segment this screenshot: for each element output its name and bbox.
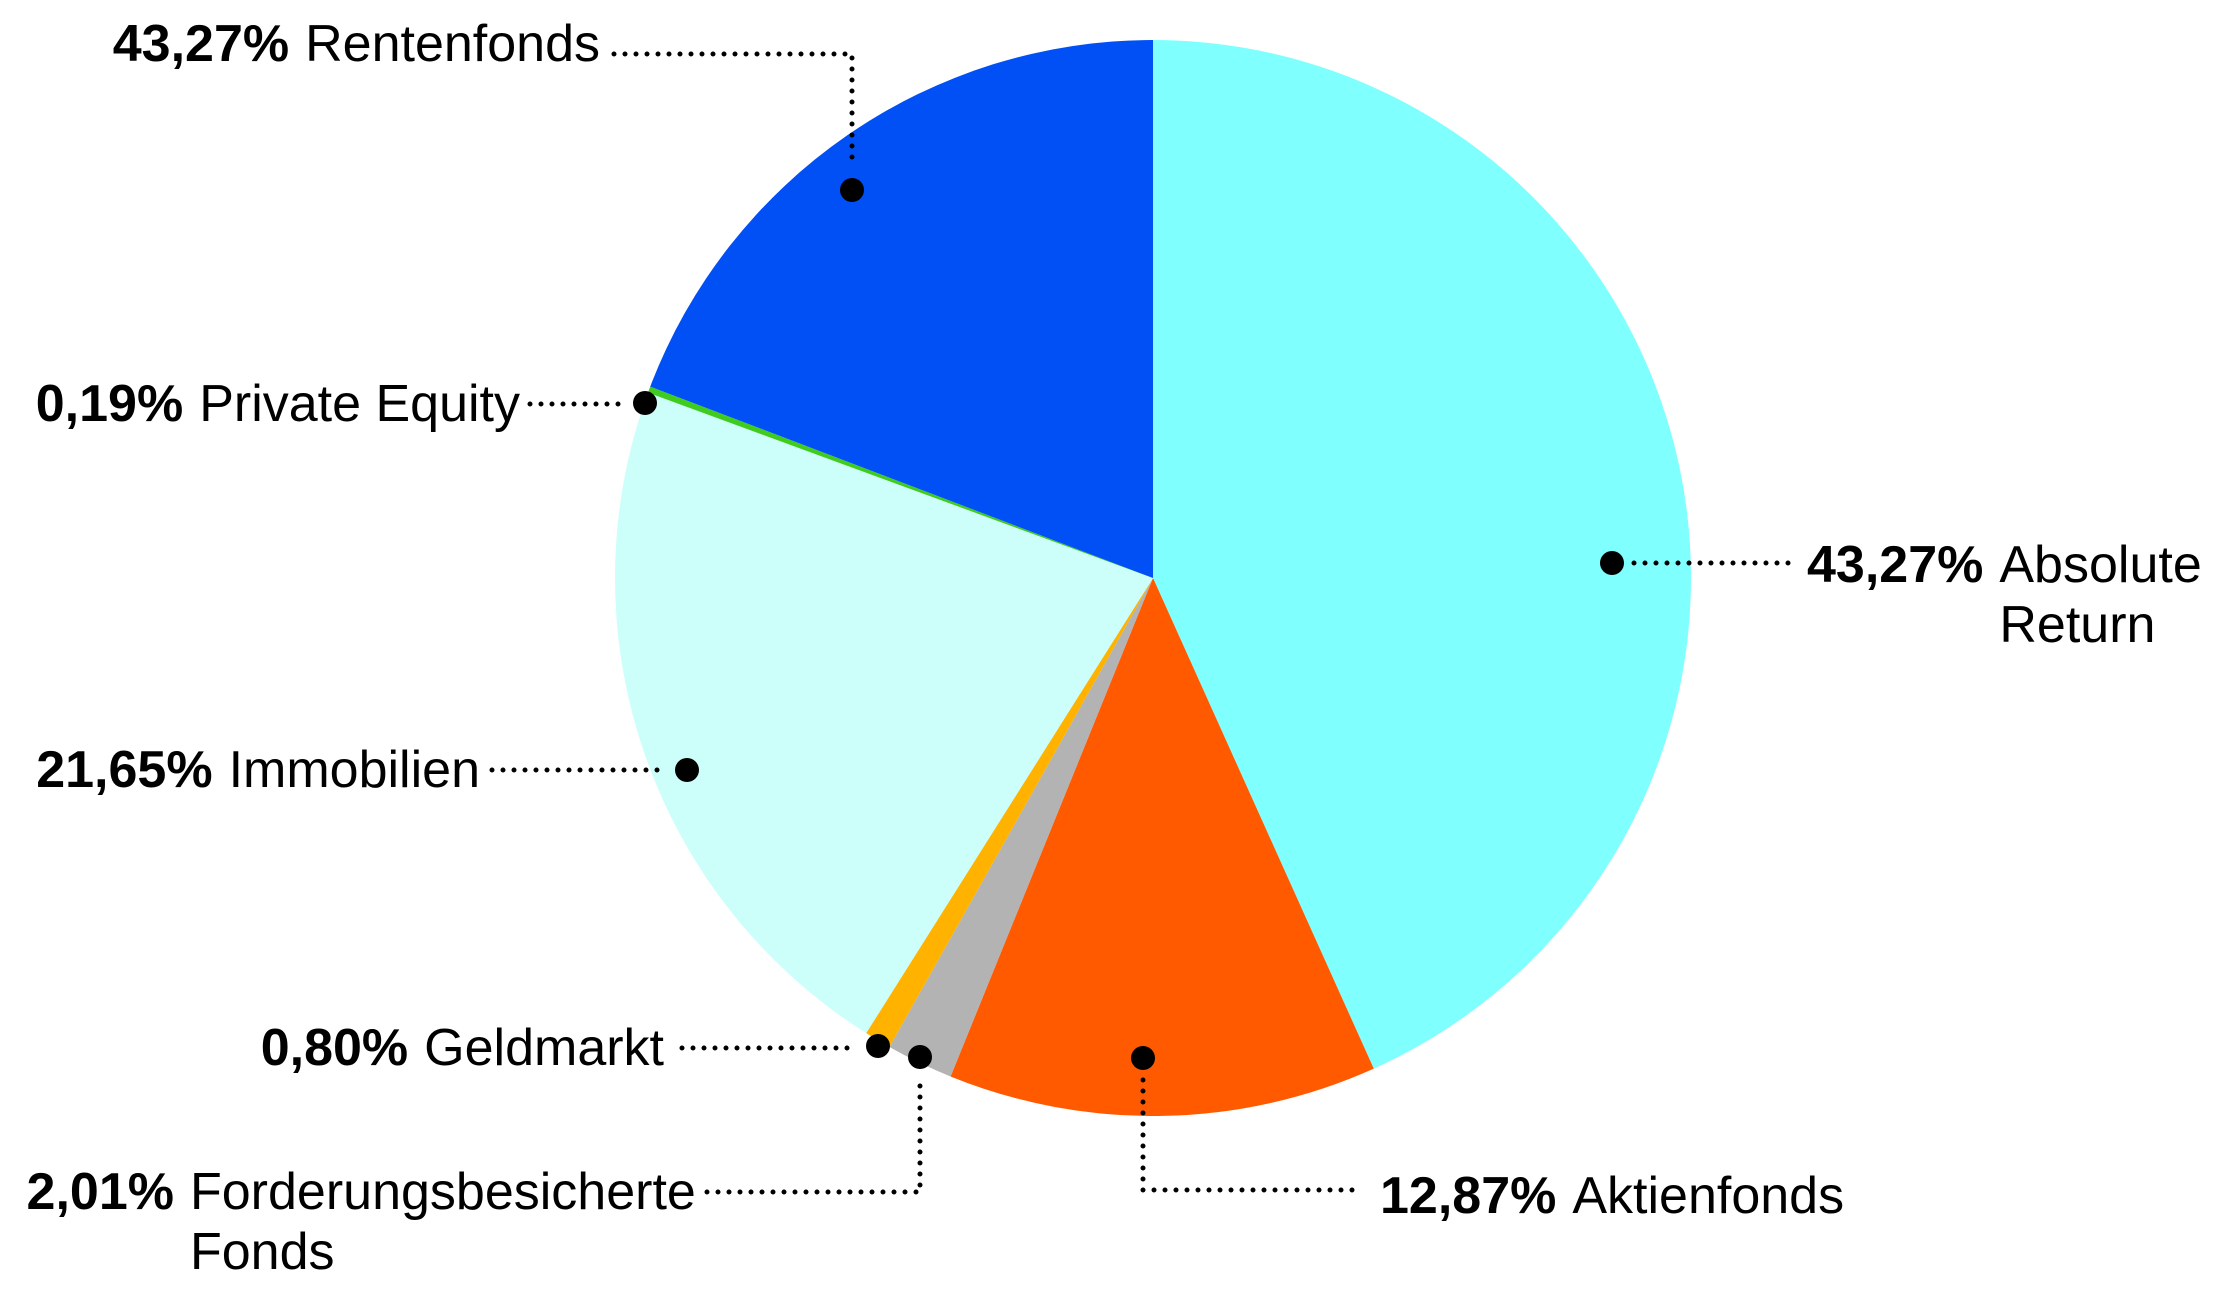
- slice-name-label: Private Equity: [199, 375, 520, 433]
- slice-name-label: Forderungsbesicherte Fonds: [190, 1163, 696, 1281]
- immobilien-marker-dot: [675, 758, 699, 782]
- slice-percent-value: 43,27%: [1807, 536, 1984, 594]
- slice-name-label: Immobilien: [228, 741, 480, 799]
- absolute-return-callout: 43,27% Absolute Return: [1807, 535, 2213, 655]
- slice-percent-value: 0,80%: [260, 1019, 409, 1077]
- slice-percent-value: 43,27%: [112, 15, 290, 73]
- immobilien-slice: [614, 392, 1153, 1034]
- slice-percent-value: 0,19%: [35, 375, 184, 433]
- slice-percent-value: 12,87%: [1380, 1167, 1557, 1225]
- rentenfonds-callout: 43,27% Rentenfonds: [113, 14, 600, 74]
- aktienfonds-marker-dot: [1131, 1046, 1155, 1070]
- forderungsbesicherte-fonds-leader-line: [704, 1076, 923, 1195]
- forderungsbesicherte-fonds-callout: 2,01% Forderungsbesicherte Fonds: [26, 1162, 696, 1282]
- forderungsbesicherte-fonds-slice: [889, 578, 1153, 1077]
- slice-percent-value: 21,65%: [36, 741, 213, 799]
- slice-percent-value: 2,01%: [26, 1163, 174, 1221]
- private-equity-slice: [647, 386, 1153, 578]
- aktienfonds-callout: 12,87% Aktienfonds: [1380, 1166, 1844, 1226]
- slice-name-label: Aktienfonds: [1572, 1167, 1845, 1225]
- aktienfonds-leader-line: [1140, 1077, 1359, 1193]
- rentenfonds-marker-dot: [840, 178, 864, 202]
- private-equity-marker-dot: [633, 391, 657, 415]
- private-equity-callout: 0,19% Private Equity: [36, 374, 520, 434]
- forderungsbesicherte-fonds-marker-dot: [908, 1045, 932, 1069]
- slice-name-label: Absolute Return: [1999, 536, 2202, 654]
- slice-name-label: Geldmarkt: [424, 1019, 664, 1077]
- absolute-return-slice: [1153, 40, 1691, 1069]
- rentenfonds-slice: [650, 40, 1153, 578]
- absolute-return-marker-dot: [1600, 551, 1624, 575]
- rentenfonds-leader-line: [611, 51, 855, 171]
- geldmarkt-marker-dot: [866, 1034, 890, 1058]
- immobilien-callout: 21,65% Immobilien: [36, 740, 480, 800]
- geldmarkt-callout: 0,80% Geldmarkt: [261, 1018, 664, 1078]
- geldmarkt-slice: [866, 578, 1153, 1047]
- aktienfonds-slice: [950, 578, 1374, 1116]
- slice-name-label: Rentenfonds: [305, 15, 600, 73]
